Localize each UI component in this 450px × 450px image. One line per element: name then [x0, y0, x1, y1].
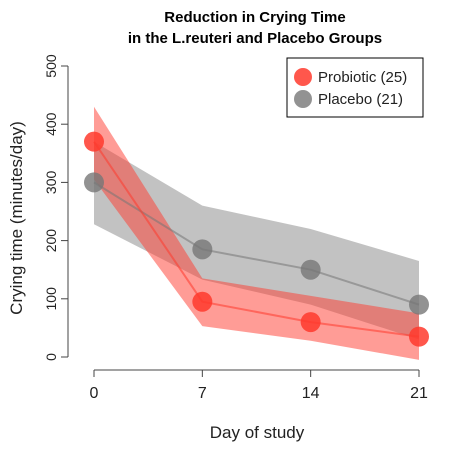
y-axis-label: Crying time (minutes/day)	[7, 121, 26, 315]
legend-label-placebo: Placebo (21)	[318, 91, 403, 108]
placebo-line	[93, 181, 420, 306]
placebo-point	[300, 259, 321, 280]
placebo-point	[192, 239, 213, 260]
probiotic-point	[409, 326, 429, 347]
x-axis: 0 7 14 21	[90, 369, 428, 402]
y-tick-label: 300	[43, 171, 59, 195]
y-tick-label: 200	[43, 229, 59, 253]
x-tick-label: 14	[302, 385, 320, 402]
placebo-point	[409, 294, 429, 315]
probiotic-point	[84, 131, 104, 152]
series-lines	[93, 141, 420, 338]
legend: Probiotic (25) Placebo (21)	[286, 57, 424, 118]
x-tick-label: 21	[410, 385, 428, 402]
data-points	[84, 131, 429, 347]
probiotic-point	[300, 312, 321, 333]
legend-swatch-probiotic	[294, 68, 312, 86]
legend-swatch-placebo	[294, 90, 312, 108]
chart-title-line-2: in the L.reuteri and Placebo Groups	[128, 30, 382, 47]
probiotic-band	[94, 106, 419, 360]
y-tick-label: 400	[43, 112, 59, 136]
x-tick-label: 0	[90, 385, 99, 402]
x-axis-label: Day of study	[210, 423, 305, 442]
y-tick-label: 0	[43, 353, 59, 361]
legend-label-probiotic: Probiotic (25)	[318, 69, 407, 86]
placebo-point	[84, 172, 104, 193]
probiotic-point	[192, 291, 213, 312]
probiotic-line	[93, 141, 420, 338]
placebo-band	[94, 141, 419, 340]
y-tick-label: 100	[43, 287, 59, 311]
confidence-bands	[94, 106, 419, 360]
y-tick-label: 500	[43, 54, 59, 78]
chart-title-line-1: Reduction in Crying Time	[164, 9, 345, 26]
x-tick-label: 7	[198, 385, 207, 402]
y-axis: 0 100 200 300 400 500	[43, 54, 69, 361]
legend-box	[286, 57, 424, 118]
